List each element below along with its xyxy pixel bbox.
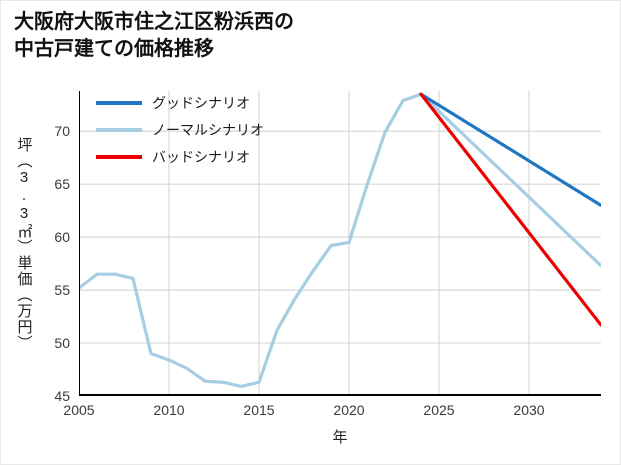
chart-title: 大阪府大阪市住之江区粉浜西の 中古戸建ての価格推移 bbox=[14, 11, 294, 60]
x-tick-label: 2025 bbox=[423, 402, 455, 418]
y-tick-label: 70 bbox=[54, 123, 70, 140]
y-tick-label: 55 bbox=[54, 282, 70, 299]
legend-item-label: バッドシナリオ bbox=[152, 149, 250, 165]
series-line bbox=[419, 92, 601, 327]
legend-item-label: グッドシナリオ bbox=[152, 95, 250, 111]
legend-item[interactable]: グッドシナリオ bbox=[96, 94, 264, 112]
y-axis-label: 坪（3.3㎡）単価（万円） bbox=[13, 91, 35, 396]
x-tick-label: 2010 bbox=[153, 402, 185, 418]
x-tick-label: 2005 bbox=[63, 402, 95, 418]
legend-item-label: ノーマルシナリオ bbox=[152, 122, 264, 138]
legend-item[interactable]: バッドシナリオ bbox=[96, 148, 264, 166]
y-tick-label: 45 bbox=[54, 388, 70, 404]
plot-area bbox=[79, 91, 601, 396]
legend-color-swatch bbox=[96, 128, 142, 132]
y-tick-label: 65 bbox=[54, 176, 70, 193]
x-tick-label: 2015 bbox=[243, 402, 275, 418]
y-axis-label-text: 坪（3.3㎡）単価（万円） bbox=[15, 136, 33, 351]
chart-legend: グッドシナリオ ノーマルシナリオ バッドシナリオ bbox=[96, 94, 264, 166]
legend-color-swatch bbox=[96, 155, 142, 159]
series-line bbox=[419, 92, 601, 207]
y-tick-label: 50 bbox=[54, 335, 70, 352]
y-tick-label: 60 bbox=[54, 229, 70, 246]
x-axis-label: 年 bbox=[332, 429, 348, 446]
axis-spines bbox=[79, 91, 601, 396]
x-tick-label: 2030 bbox=[513, 402, 545, 418]
x-tick-label: 2020 bbox=[333, 402, 365, 418]
data-series-group bbox=[79, 92, 601, 389]
gridlines bbox=[79, 91, 601, 396]
chart-plot-svg bbox=[79, 91, 601, 396]
legend-color-swatch bbox=[96, 101, 142, 105]
legend-item[interactable]: ノーマルシナリオ bbox=[96, 121, 264, 139]
series-line bbox=[79, 92, 601, 389]
